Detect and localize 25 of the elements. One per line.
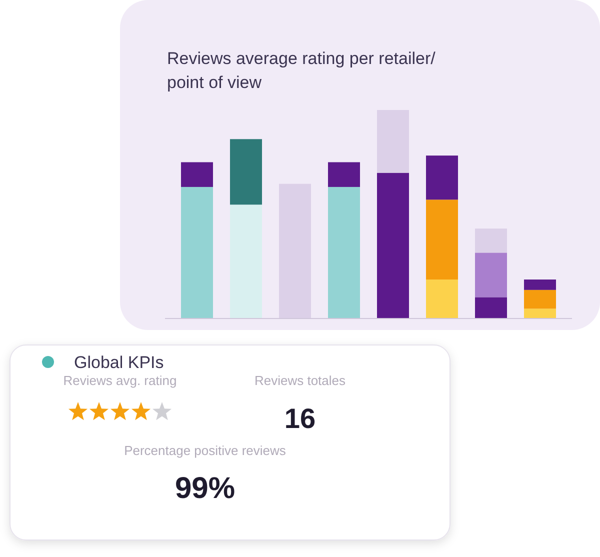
bar [230, 204, 262, 318]
bar [426, 156, 458, 200]
bar [475, 297, 507, 318]
bar [475, 228, 507, 253]
bar [377, 172, 409, 318]
bar [328, 162, 360, 187]
bar [377, 110, 409, 173]
bar [328, 186, 360, 318]
bar [524, 280, 556, 290]
bar [279, 184, 311, 318]
category-label: Percentage positive reviews [124, 443, 286, 458]
bar [181, 162, 213, 187]
category-label: Reviews totales [254, 373, 346, 388]
text: 16 [284, 403, 316, 434]
chart-title: Reviews average rating per retailer/ point of view [167, 49, 436, 92]
bar [524, 290, 556, 309]
bar [475, 252, 507, 298]
text: Global KPIs [74, 353, 164, 372]
text: 99% [174, 472, 236, 505]
bar [524, 308, 556, 318]
bar [230, 139, 262, 205]
bar [181, 186, 213, 318]
bar [426, 200, 458, 280]
category-label: Reviews avg. rating [63, 373, 177, 388]
bar [426, 280, 458, 318]
